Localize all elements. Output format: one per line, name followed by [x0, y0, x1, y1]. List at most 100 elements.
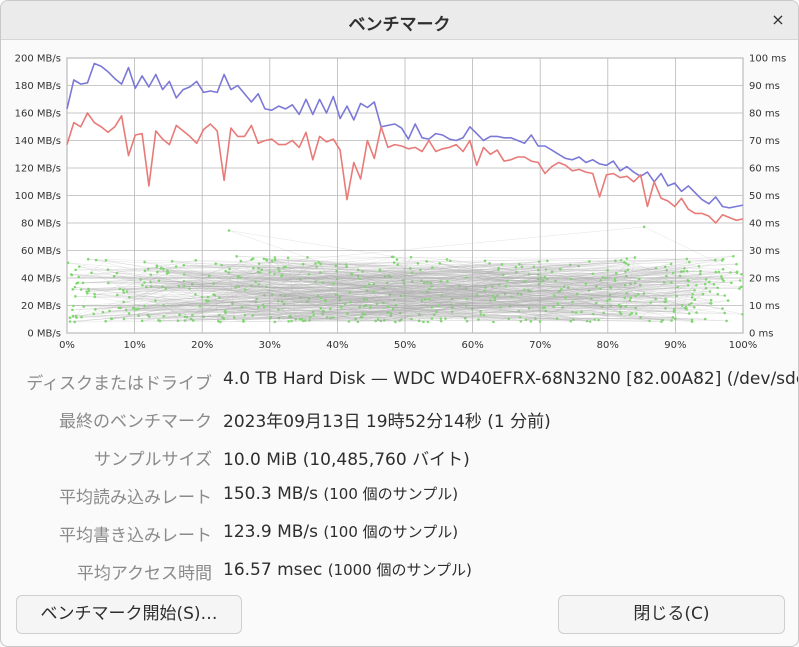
- access-point: [137, 307, 140, 311]
- access-line: [432, 261, 690, 268]
- access-point: [290, 319, 293, 323]
- info-note-avg-access: (1000 個のサンプル): [327, 561, 472, 579]
- access-line: [148, 256, 394, 270]
- y-right-tick-label: 40 ms: [749, 219, 780, 230]
- access-point: [68, 316, 72, 320]
- access-line: [335, 265, 423, 301]
- access-point: [386, 305, 390, 309]
- access-line: [288, 303, 712, 322]
- access-line: [108, 277, 391, 284]
- access-line: [395, 266, 534, 323]
- close-icon[interactable]: ×: [771, 10, 785, 29]
- access-point: [141, 283, 144, 287]
- access-line: [82, 266, 317, 283]
- access-point: [74, 268, 77, 272]
- access-point: [238, 276, 242, 279]
- start-benchmark-button[interactable]: ベンチマーク開始(S)…: [16, 595, 242, 634]
- access-point: [618, 310, 622, 314]
- access-point: [273, 256, 277, 259]
- access-line: [598, 275, 681, 321]
- access-line: [274, 259, 435, 315]
- access-point: [439, 317, 443, 320]
- access-line: [236, 256, 672, 283]
- access-line: [185, 306, 554, 317]
- access-point: [391, 255, 395, 259]
- y-right-tick-label: 0 ms: [749, 329, 774, 340]
- y-left-tick-label: 120 MB/s: [15, 164, 61, 175]
- y-right-tick-label: 50 ms: [749, 191, 780, 202]
- y-left-tick-label: 140 MB/s: [15, 136, 61, 147]
- access-point: [684, 305, 688, 309]
- access-line: [93, 264, 503, 315]
- access-point: [329, 307, 332, 311]
- access-point: [198, 305, 202, 308]
- access-line: [320, 276, 722, 309]
- access-line: [87, 293, 314, 316]
- access-time-scatter: [66, 225, 744, 324]
- access-point: [648, 319, 651, 323]
- access-line: [665, 256, 734, 268]
- access-line: [184, 260, 273, 321]
- access-line: [554, 271, 719, 296]
- access-point: [170, 259, 174, 263]
- access-line: [335, 264, 629, 295]
- access-line: [105, 266, 347, 322]
- access-point: [94, 258, 98, 262]
- close-button[interactable]: 閉じる(C): [558, 595, 785, 634]
- access-line: [483, 304, 620, 316]
- access-line: [75, 269, 353, 275]
- access-point: [543, 306, 547, 309]
- access-point: [492, 320, 495, 324]
- access-line: [397, 264, 501, 308]
- access-line: [94, 296, 145, 307]
- access-line: [533, 266, 743, 315]
- access-line: [691, 288, 707, 304]
- access-line: [650, 271, 719, 303]
- access-point: [394, 320, 397, 324]
- access-line: [199, 261, 590, 307]
- access-line: [266, 260, 317, 267]
- access-line: [644, 226, 742, 275]
- x-tick-label: 70%: [529, 340, 551, 351]
- access-line: [431, 259, 716, 319]
- x-tick-label: 80%: [597, 340, 619, 351]
- y-right-tick-label: 100 ms: [749, 54, 786, 65]
- access-line: [207, 266, 286, 298]
- access-line: [320, 263, 606, 279]
- info-note-avg-write: (100 個のサンプル): [323, 523, 459, 541]
- access-line: [156, 265, 257, 299]
- access-point: [529, 320, 533, 323]
- access-line: [111, 276, 359, 319]
- access-point: [127, 312, 131, 315]
- access-point: [493, 298, 497, 302]
- access-line: [426, 261, 562, 290]
- access-line: [78, 266, 157, 278]
- access-line: [625, 257, 636, 307]
- access-line: [228, 230, 723, 309]
- access-line: [160, 268, 351, 303]
- access-line: [266, 259, 737, 273]
- access-point: [93, 295, 97, 299]
- access-line: [377, 257, 412, 320]
- access-line: [75, 264, 502, 271]
- access-line: [68, 262, 558, 304]
- access-point: [242, 320, 245, 323]
- access-line: [320, 308, 558, 319]
- access-line: [91, 272, 437, 313]
- access-line: [352, 274, 710, 283]
- x-tick-label: 10%: [123, 340, 145, 351]
- access-point: [71, 308, 74, 312]
- y-right-tick-label: 60 ms: [749, 164, 780, 175]
- access-point: [588, 320, 592, 323]
- y-left-tick-label: 20 MB/s: [21, 301, 61, 312]
- access-line: [183, 285, 595, 320]
- access-point: [86, 291, 89, 295]
- y-right-tick-label: 90 ms: [749, 81, 780, 92]
- access-point: [704, 278, 708, 281]
- access-line: [493, 271, 684, 323]
- access-point: [591, 272, 595, 276]
- access-point: [82, 305, 86, 308]
- x-tick-label: 40%: [326, 340, 348, 351]
- y-left-tick-label: 60 MB/s: [21, 246, 61, 257]
